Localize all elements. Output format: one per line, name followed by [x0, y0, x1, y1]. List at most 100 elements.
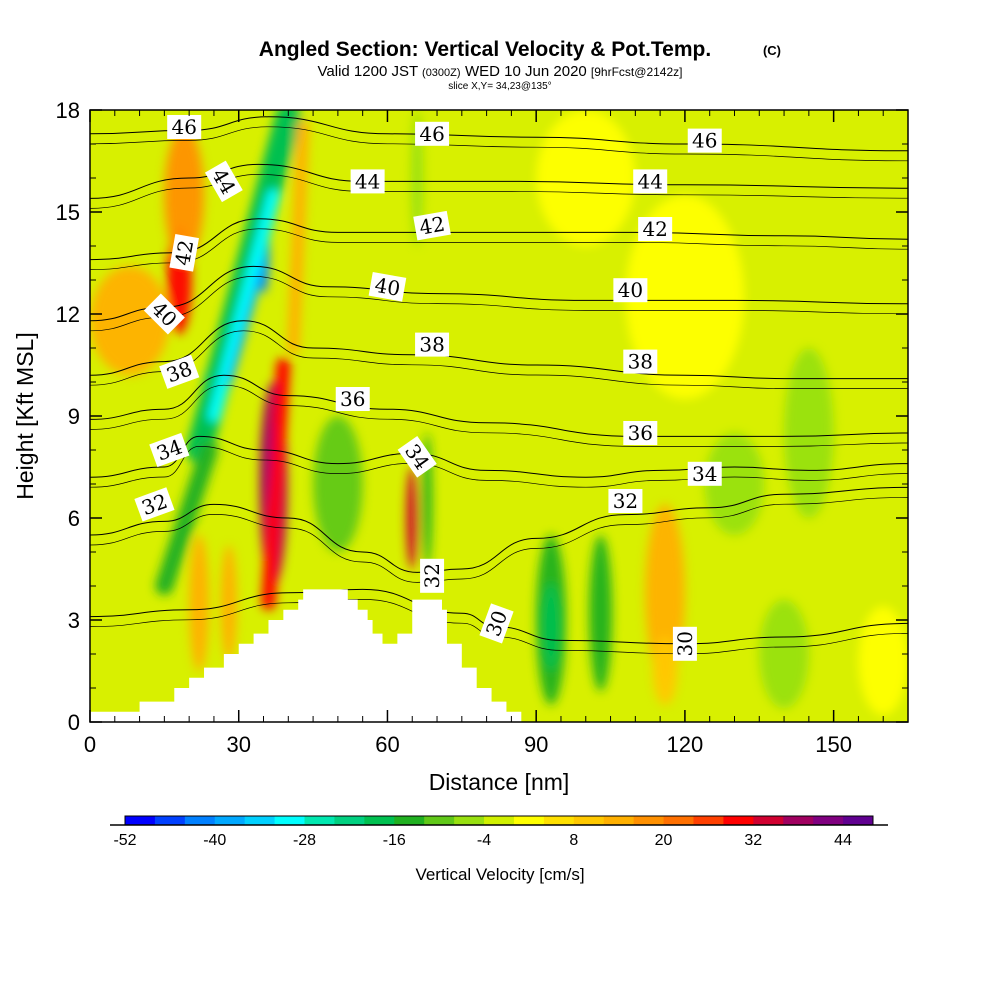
contour-label-box	[368, 272, 407, 302]
vv-cell	[313, 416, 363, 552]
downdraft-core-band	[225, 260, 267, 385]
chart-title-mark: (C)	[763, 43, 781, 58]
colorbar-swatch	[125, 816, 156, 825]
x-axis: 0 30 60 90 120 150	[84, 110, 884, 757]
contour-label-box	[687, 128, 722, 153]
contour-label-box	[613, 278, 648, 303]
contour-label-text: 36	[340, 387, 365, 411]
updraft-band	[287, 121, 310, 354]
contour-label-text: 42	[170, 238, 198, 267]
y-tick-label: 15	[56, 200, 80, 225]
contour-label-box	[633, 169, 668, 194]
contour-label-text: 44	[355, 169, 380, 193]
y-tick-label: 18	[56, 98, 80, 123]
contour-label-box	[413, 210, 451, 241]
vv-cell	[90, 266, 170, 376]
contour-label: 42	[413, 210, 451, 241]
vv-cell	[164, 127, 205, 263]
contour-label-box	[608, 489, 643, 513]
colorbar-swatch	[274, 816, 306, 825]
vv-cell	[536, 110, 636, 246]
terrain	[90, 589, 522, 722]
colorbar-swatch	[334, 816, 365, 825]
contour-label: 36	[335, 387, 370, 411]
contour-label: 40	[613, 278, 648, 303]
isotherm-minor	[90, 276, 908, 332]
contour-label-box	[350, 169, 385, 194]
colorbar-swatch	[603, 816, 635, 825]
chart-slice-info: slice X,Y= 34,23@135°	[448, 81, 551, 92]
contour-label-box	[623, 349, 658, 374]
contour-label-box	[415, 121, 450, 146]
contour-label-box	[420, 558, 445, 593]
potential-temperature-contours	[90, 116, 908, 655]
contour-label-box	[335, 387, 370, 411]
colorbar-title: Vertical Velocity [cm/s]	[415, 865, 584, 884]
colorbar-swatch	[484, 816, 515, 825]
contour-label-text: 40	[618, 278, 643, 302]
contour-label-text: 38	[419, 333, 444, 357]
chart-title: Angled Section: Vertical Velocity & Pot.…	[259, 38, 711, 61]
contour-label-text: 38	[628, 350, 653, 374]
isotherm-minor	[90, 497, 908, 583]
contour-label-box	[159, 354, 200, 389]
colorbar-swatch	[723, 816, 754, 825]
isotherm-minor	[90, 446, 908, 488]
contour-label-text: 32	[613, 489, 638, 513]
isotherm-minor	[90, 599, 908, 655]
colorbar-swatch	[454, 816, 485, 825]
vv-cell	[759, 599, 809, 709]
x-tick-label: 30	[226, 732, 250, 757]
contour-label: 44	[350, 169, 385, 194]
colorbar-swatch	[663, 816, 694, 825]
colorbar-swatch	[843, 816, 874, 825]
colorbar-swatch	[364, 816, 395, 825]
y-tick-label: 9	[68, 404, 80, 429]
contour-label: 40	[368, 272, 407, 302]
contour-label-box	[143, 293, 185, 335]
vv-cell	[784, 348, 834, 518]
vv-cell	[189, 535, 209, 671]
contour-label-text: 40	[373, 273, 402, 301]
vv-cell	[589, 535, 613, 692]
contour-label: 42	[169, 233, 199, 272]
subtitle-valid: Valid 1200 JST	[318, 63, 423, 80]
colorbar-swatch	[394, 816, 425, 825]
contour-label: 44	[633, 169, 668, 194]
vv-cell	[406, 467, 419, 569]
contour-label-box	[672, 626, 697, 661]
colorbar-swatch	[543, 816, 575, 825]
isotherm-36	[90, 374, 908, 437]
contour-label: 36	[623, 421, 658, 445]
colorbar-swatch	[513, 816, 545, 825]
colorbar-tick-label: -16	[383, 832, 406, 849]
y-tick-label: 6	[68, 506, 80, 531]
isotherm-34	[90, 435, 908, 478]
vv-cell	[625, 195, 745, 399]
contour-label: 34	[687, 461, 722, 486]
contour-label-text: 42	[642, 217, 667, 241]
contour-label-text: 46	[692, 129, 717, 153]
contour-label: 46	[167, 115, 202, 139]
contour-label-text: 46	[419, 122, 444, 146]
contour-label-box	[134, 487, 175, 522]
isotherm-30	[90, 588, 908, 645]
vertical-velocity-field	[90, 110, 908, 716]
colorbar-swatch	[783, 816, 814, 825]
colorbar-tick-label: 8	[569, 832, 578, 849]
contour-label-box	[149, 432, 190, 468]
contour-label-text: 46	[171, 115, 196, 139]
subtitle-date: WED 10 Jun 2020	[465, 63, 591, 80]
isotherm-minor	[90, 384, 908, 447]
y-tick-label: 0	[68, 710, 80, 735]
contour-label-box	[687, 461, 722, 486]
isotherm-minor	[90, 174, 908, 209]
y-tick-label: 12	[56, 302, 80, 327]
colorbar-swatch	[184, 816, 216, 825]
isotherm-40	[90, 265, 908, 322]
x-tick-label: 120	[667, 732, 704, 757]
x-tick-label: 60	[375, 732, 399, 757]
colorbar-swatch	[244, 816, 276, 825]
isotherm-minor	[90, 228, 908, 270]
colorbar-tick-label: 32	[744, 832, 762, 849]
